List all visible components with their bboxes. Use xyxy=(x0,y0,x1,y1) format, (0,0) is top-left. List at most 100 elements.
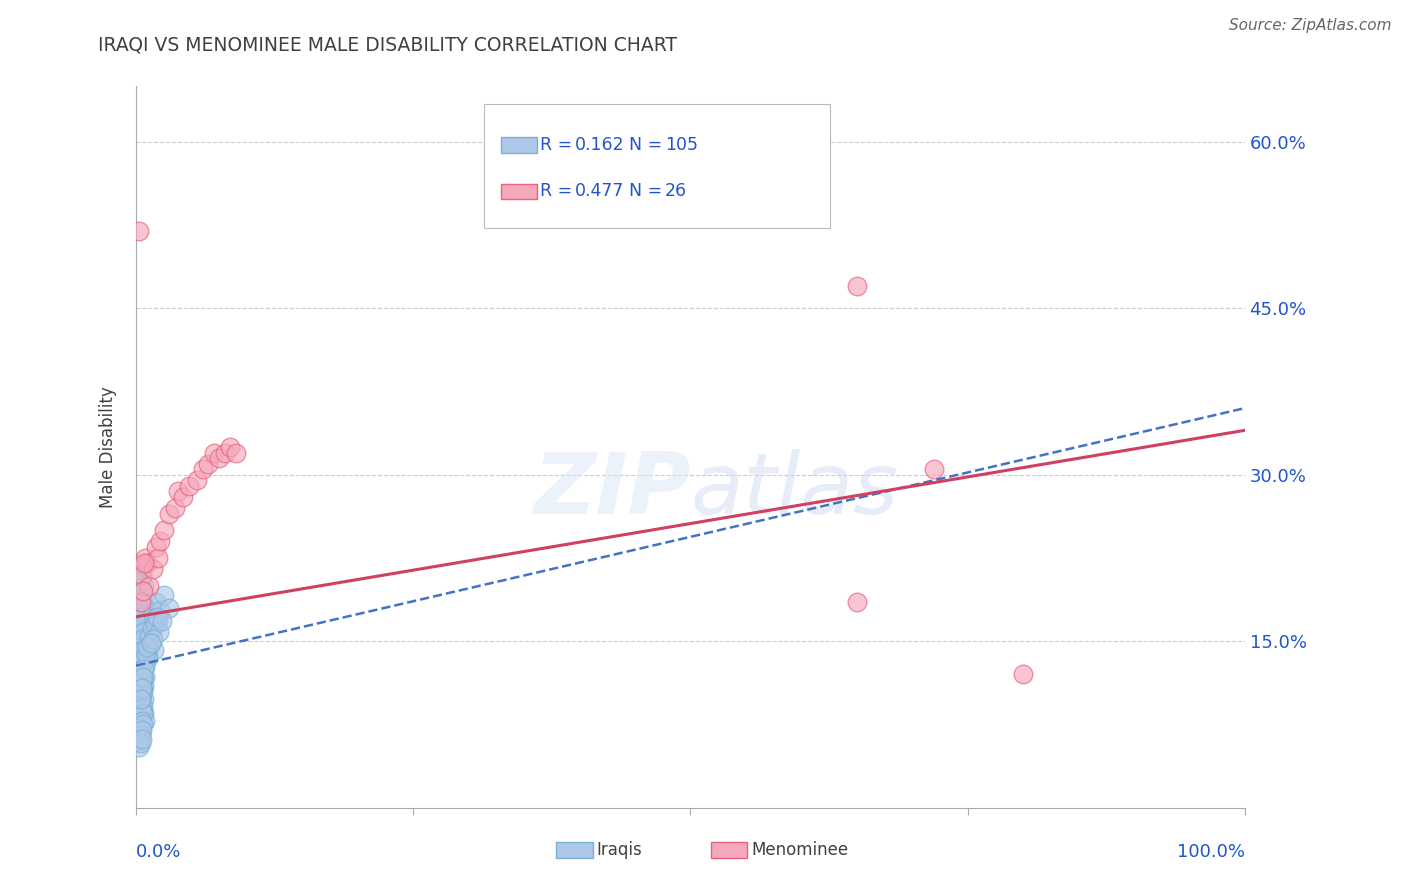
Point xyxy=(131,723,153,737)
Point xyxy=(208,451,231,466)
Point xyxy=(214,445,236,459)
Text: N =: N = xyxy=(628,136,668,154)
Point xyxy=(134,599,156,613)
Point xyxy=(128,734,150,748)
Point xyxy=(146,609,169,624)
Point xyxy=(131,681,153,695)
Point xyxy=(132,650,155,665)
Point xyxy=(225,445,247,459)
Point xyxy=(172,490,194,504)
Point xyxy=(145,540,167,554)
Point xyxy=(845,279,868,293)
Point xyxy=(136,650,159,665)
Point xyxy=(132,684,155,698)
Point xyxy=(132,650,155,665)
Point xyxy=(128,667,150,681)
Point xyxy=(148,625,170,640)
Point xyxy=(129,703,152,717)
Point xyxy=(128,623,150,637)
Text: 105: 105 xyxy=(665,136,699,154)
Point xyxy=(128,739,150,754)
Text: atlas: atlas xyxy=(690,449,898,532)
Point xyxy=(134,654,156,668)
Text: 0.162: 0.162 xyxy=(575,136,624,154)
Point xyxy=(186,473,208,487)
Point xyxy=(131,567,153,582)
Point xyxy=(134,714,156,728)
Point xyxy=(128,695,150,709)
Text: 100.0%: 100.0% xyxy=(1177,843,1244,862)
Text: IRAQI VS MENOMINEE MALE DISABILITY CORRELATION CHART: IRAQI VS MENOMINEE MALE DISABILITY CORRE… xyxy=(98,36,678,54)
Point xyxy=(150,614,173,628)
Point xyxy=(138,634,160,648)
Point xyxy=(132,643,155,657)
Point xyxy=(128,567,150,582)
Point xyxy=(131,681,153,695)
Point xyxy=(128,679,150,693)
Point xyxy=(131,684,153,698)
Point xyxy=(131,700,153,714)
Point xyxy=(135,621,157,635)
Point xyxy=(132,658,155,673)
Point xyxy=(157,507,180,521)
Point xyxy=(132,662,155,676)
Point xyxy=(132,670,155,684)
Point xyxy=(1012,667,1035,681)
Point xyxy=(131,617,153,632)
Point xyxy=(149,534,172,549)
Point xyxy=(131,584,153,599)
Point xyxy=(202,445,225,459)
Text: 0.0%: 0.0% xyxy=(136,843,181,862)
Point xyxy=(129,573,152,587)
Point xyxy=(128,640,150,654)
Point xyxy=(136,645,159,659)
Point xyxy=(922,462,945,476)
Point xyxy=(131,731,153,746)
Point xyxy=(132,706,155,721)
Point xyxy=(128,224,150,238)
Point xyxy=(129,691,152,706)
Point xyxy=(157,600,180,615)
Point xyxy=(132,643,155,657)
Point xyxy=(136,629,159,643)
Text: Source: ZipAtlas.com: Source: ZipAtlas.com xyxy=(1229,18,1392,33)
Point xyxy=(128,709,150,723)
Point xyxy=(148,551,170,566)
Point xyxy=(132,670,155,684)
Point xyxy=(138,617,160,632)
Point xyxy=(132,584,155,599)
Text: R =: R = xyxy=(540,182,578,200)
Point xyxy=(129,717,152,731)
Text: R =: R = xyxy=(540,136,578,154)
Point xyxy=(142,632,165,646)
Point xyxy=(142,607,165,621)
Point xyxy=(128,614,150,628)
Point xyxy=(134,640,156,654)
Point xyxy=(136,636,159,650)
Text: 26: 26 xyxy=(665,182,688,200)
Point xyxy=(129,691,152,706)
Point xyxy=(132,673,155,687)
Point xyxy=(129,653,152,667)
Point xyxy=(132,662,155,676)
Point xyxy=(131,595,153,609)
Point xyxy=(129,607,152,621)
Point xyxy=(131,632,153,646)
Point xyxy=(134,551,156,566)
Point xyxy=(134,670,156,684)
Point xyxy=(139,636,162,650)
Point xyxy=(139,625,162,640)
Point xyxy=(132,717,155,731)
Text: Menominee: Menominee xyxy=(751,841,848,859)
Point xyxy=(141,621,163,635)
Point xyxy=(132,558,155,573)
Point xyxy=(131,688,153,702)
Point xyxy=(136,557,159,571)
Point xyxy=(128,645,150,659)
Text: 0.477: 0.477 xyxy=(575,182,624,200)
Point xyxy=(142,643,165,657)
Point xyxy=(132,691,155,706)
Point xyxy=(131,670,153,684)
Point xyxy=(135,648,157,662)
Text: Iraqis: Iraqis xyxy=(596,841,643,859)
